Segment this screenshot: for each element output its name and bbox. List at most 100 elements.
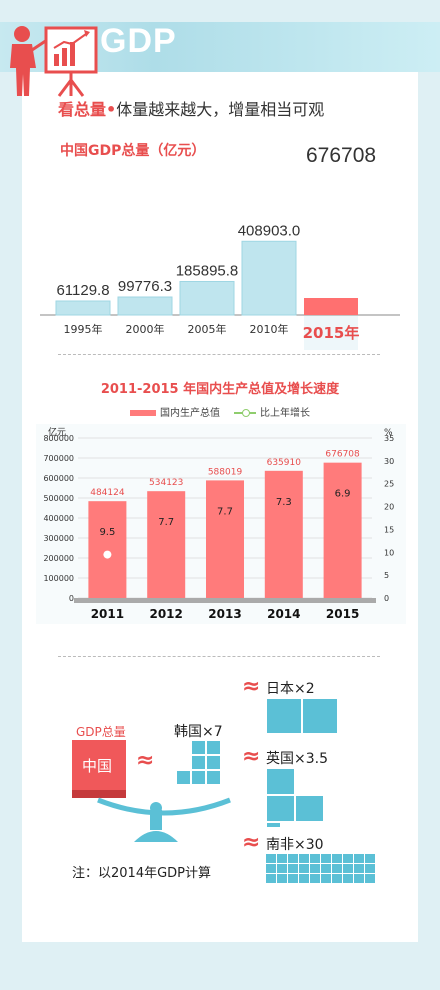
y-tick-label: 300000 (43, 534, 74, 543)
south-africa-tile (288, 874, 298, 883)
japan-tile (302, 698, 338, 734)
south-africa-tile (321, 864, 331, 873)
growth-value-label: 6.9 (335, 489, 351, 500)
bar-value-label: 408903.0 (238, 222, 301, 239)
approx-sign: ≈ (136, 748, 155, 773)
y2-tick-label: 35 (384, 434, 394, 443)
south-africa-tile (310, 874, 320, 883)
y2-tick-label: 10 (384, 548, 394, 557)
y2-tick-label: 25 (384, 480, 394, 489)
gdp-bar (323, 462, 362, 598)
gdp-value-label: 635910 (267, 458, 302, 468)
x-tick-label: 2014 (267, 607, 300, 621)
bar-1995-2015 (55, 300, 111, 316)
presentation-icon (10, 26, 98, 97)
legend-gdp-swatch (130, 410, 156, 416)
chart-legend: 国内生产总值 比上年增长 (130, 404, 310, 419)
y-tick-label: 500000 (43, 494, 74, 503)
uk-tile (295, 795, 324, 822)
gdp-total-label: GDP总量 (76, 725, 126, 739)
total-chart-title: 中国GDP总量（亿元） (60, 143, 206, 159)
legend-gdp-label: 国内生产总值 (160, 408, 220, 419)
subtitle-text: 体量越来越大，增量相当可观 (116, 100, 325, 119)
y-tick-label: 400000 (43, 514, 74, 523)
south-africa-tile (288, 864, 298, 873)
south-africa-tile (332, 874, 342, 883)
year-label: 2000年 (126, 322, 165, 336)
growth-value-label: 7.7 (217, 506, 233, 517)
bar-1995-2015 (304, 298, 358, 315)
y2-axis-unit: % (384, 428, 393, 438)
south-africa-tile (343, 874, 353, 883)
y-tick-label: 800000 (43, 434, 74, 443)
y-tick-label: 200000 (43, 554, 74, 563)
approx-sign: ≈ (242, 674, 261, 699)
china-block (72, 740, 126, 790)
growth-value-label: 7.3 (276, 497, 292, 508)
korea-tile (191, 755, 206, 770)
south-africa-tile (310, 854, 320, 863)
south-africa-tile (277, 854, 287, 863)
year-highlight-bg (304, 316, 358, 350)
y2-tick-label: 30 (384, 457, 394, 466)
bar-1995-2015 (179, 280, 235, 316)
gdp-value-label: 676708 (325, 450, 360, 460)
south-africa-tile (365, 874, 375, 883)
south-africa-tile (321, 854, 331, 863)
footnote: 注：以2014年GDP计算 (72, 866, 212, 881)
gdp-bar (147, 491, 186, 598)
subtitle-emphasis: 看总量 (58, 100, 107, 119)
south-africa-tile (343, 864, 353, 873)
south-africa-tiles (266, 854, 375, 883)
gdp-value-label: 534123 (149, 478, 183, 488)
balance-scale-icon (97, 797, 231, 842)
japan-label: 日本×2 (266, 681, 315, 697)
annual-chart-title: 2011-2015 年国内生产总值及增长速度 (100, 382, 340, 397)
south-africa-tile (310, 864, 320, 873)
section-subtitle: 看总量•体量越来越大，增量相当可观 (58, 96, 324, 120)
year-label: 2005年 (188, 322, 227, 336)
south-africa-tile (332, 864, 342, 873)
x-tick-label: 2015 (326, 607, 359, 621)
south-africa-tile (354, 874, 364, 883)
uk-tile (266, 822, 281, 828)
south-africa-tile (354, 864, 364, 873)
south-africa-tile (332, 854, 342, 863)
growth-point (103, 550, 112, 559)
south-africa-tile (365, 854, 375, 863)
y2-tick-label: 20 (384, 503, 394, 512)
divider (58, 354, 380, 355)
divider (58, 656, 380, 657)
south-africa-tile (277, 864, 287, 873)
approx-sign: ≈ (242, 830, 261, 855)
page-title: GDP (100, 22, 177, 60)
korea-tile (176, 770, 191, 785)
south-africa-tile (277, 874, 287, 883)
south-africa-tile (354, 854, 364, 863)
year-label: 2015年 (303, 324, 360, 342)
y-tick-label: 700000 (43, 454, 74, 463)
x-axis-base (74, 598, 376, 603)
gdp-bar (88, 501, 127, 598)
south-africa-tile (288, 854, 298, 863)
japan-tile (266, 698, 302, 734)
south-africa-label: 南非×30 (266, 837, 324, 853)
x-tick-label: 2011 (91, 607, 124, 621)
south-africa-tile (299, 854, 309, 863)
gdp-bar (206, 480, 244, 598)
gdp-value-label: 484124 (90, 488, 125, 498)
y-axis-unit: 亿元 (48, 426, 66, 438)
korea-tile (206, 740, 221, 755)
china-block-base (72, 790, 126, 798)
annual-gdp-chart: 亿元 % 800000 700000 600000 500000 400000 300000 2… (36, 424, 406, 624)
uk-tile (266, 768, 295, 795)
south-africa-tile (266, 864, 276, 873)
south-africa-tile (343, 854, 353, 863)
total-value-2015: 676708 (306, 144, 377, 167)
uk-tile (266, 795, 295, 822)
korea-tile (206, 755, 221, 770)
south-africa-tile (266, 874, 276, 883)
y2-tick-label: 5 (384, 571, 389, 580)
south-africa-tile (299, 874, 309, 883)
south-africa-tile (365, 864, 375, 873)
